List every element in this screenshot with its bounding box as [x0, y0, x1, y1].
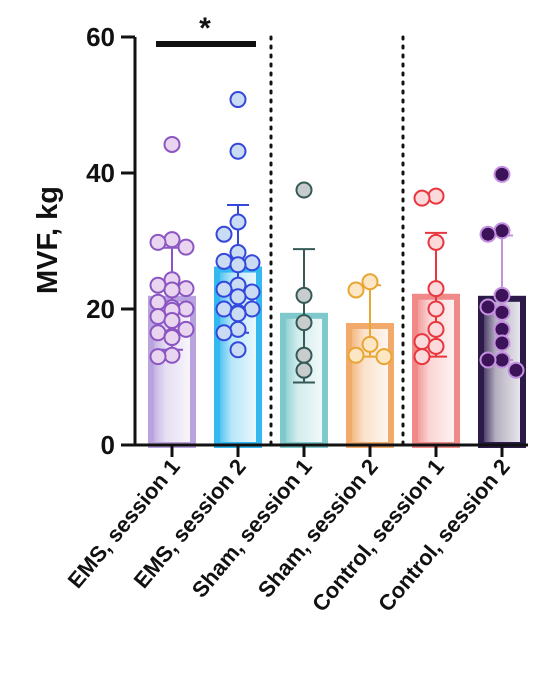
data-point — [229, 288, 247, 306]
data-point — [243, 300, 261, 318]
data-point — [163, 231, 181, 249]
data-point — [177, 320, 195, 338]
data-point — [427, 280, 445, 298]
data-point — [493, 165, 511, 183]
data-point — [163, 312, 181, 330]
data-point — [215, 280, 233, 298]
data-point — [347, 281, 365, 299]
data-point — [413, 333, 431, 351]
data-point — [149, 233, 167, 251]
data-point — [413, 348, 431, 366]
significance-annotation: * — [156, 12, 256, 47]
y-tick-label: 40 — [86, 158, 115, 188]
data-point — [149, 307, 167, 325]
data-point — [507, 361, 525, 379]
data-point — [243, 254, 261, 272]
data-point — [427, 300, 445, 318]
data-point — [229, 91, 247, 109]
data-point-series — [149, 91, 525, 379]
data-point — [243, 283, 261, 301]
data-point — [177, 300, 195, 318]
y-tick-label: 60 — [86, 22, 115, 52]
y-axis: 0 20 40 60 — [86, 22, 137, 460]
data-point — [149, 276, 167, 294]
bar — [346, 323, 394, 448]
data-point — [177, 238, 195, 256]
data-point — [149, 348, 167, 366]
data-point — [295, 361, 313, 379]
data-point — [493, 222, 511, 240]
data-point — [361, 335, 379, 353]
data-point — [229, 142, 247, 160]
data-point — [427, 320, 445, 338]
data-point — [479, 351, 497, 369]
data-point — [229, 256, 247, 274]
data-point — [177, 280, 195, 298]
data-point — [149, 293, 167, 311]
x-tick-label: Control, session 2 — [373, 454, 515, 616]
data-point — [163, 346, 181, 364]
error-bar-series — [161, 203, 513, 384]
data-point — [229, 341, 247, 359]
data-point — [163, 329, 181, 347]
data-point — [149, 324, 167, 342]
data-point — [229, 213, 247, 231]
data-point — [229, 320, 247, 338]
y-tick-label: 20 — [86, 294, 115, 324]
y-tick-label: 0 — [101, 430, 115, 460]
data-point — [361, 273, 379, 291]
data-point — [215, 300, 233, 318]
data-point — [413, 189, 431, 207]
data-point — [493, 334, 511, 352]
data-point — [427, 337, 445, 355]
data-point — [163, 281, 181, 299]
data-point — [295, 314, 313, 332]
data-point — [215, 252, 233, 270]
significance-label: * — [199, 12, 211, 45]
y-axis-label: MVF, kg — [32, 186, 64, 294]
data-point — [479, 298, 497, 316]
data-point — [427, 187, 445, 205]
data-point — [215, 225, 233, 243]
data-point — [375, 348, 393, 366]
data-point — [215, 324, 233, 342]
data-point — [295, 286, 313, 304]
x-tick-label: Sham, session 2 — [253, 454, 383, 602]
bar-series — [148, 266, 526, 449]
data-point — [493, 286, 511, 304]
data-point — [479, 225, 497, 243]
data-point — [163, 135, 181, 153]
data-point — [295, 181, 313, 199]
data-point — [347, 346, 365, 364]
data-point — [229, 305, 247, 323]
data-point — [493, 303, 511, 321]
x-tick-label: EMS, session 1 — [63, 454, 185, 593]
data-point — [427, 233, 445, 251]
data-point — [493, 351, 511, 369]
x-tick-label: Sham, session 1 — [187, 454, 317, 602]
data-point — [295, 346, 313, 364]
